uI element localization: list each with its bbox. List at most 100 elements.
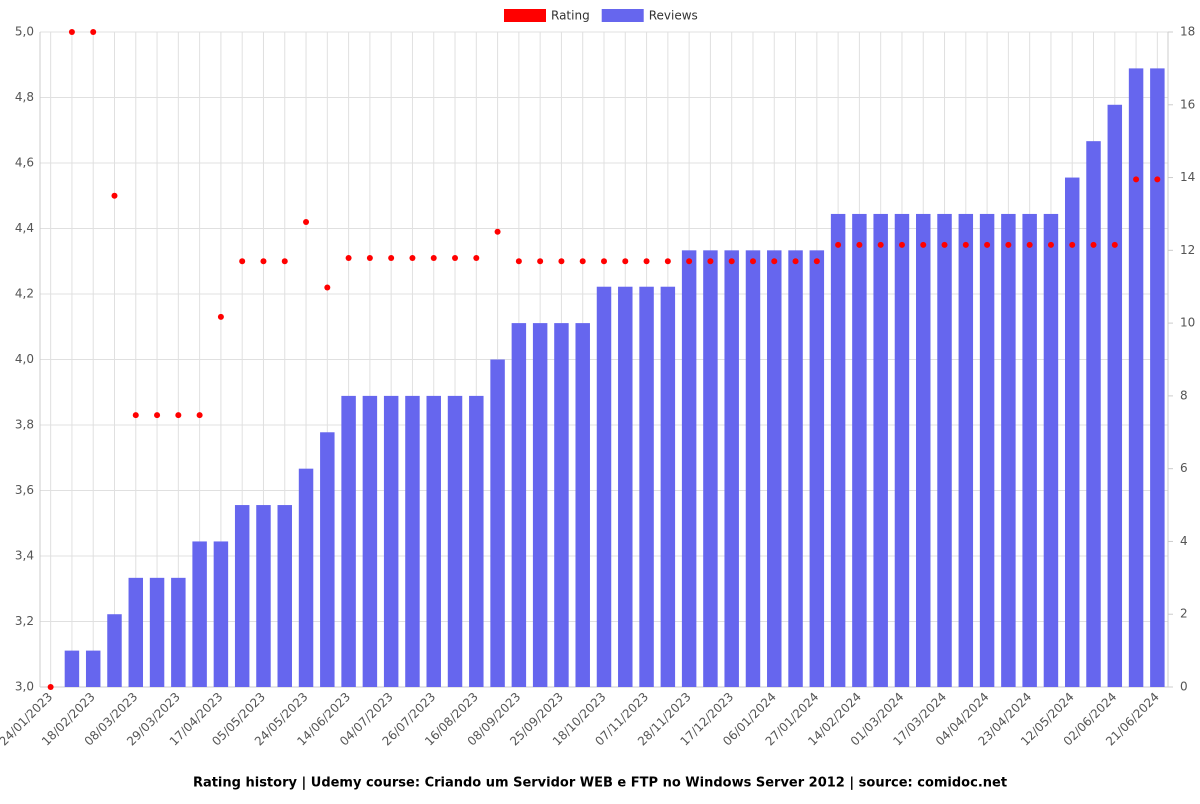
bar — [1022, 213, 1037, 687]
y-tick-label: 4,8 — [15, 90, 34, 104]
point — [664, 258, 671, 265]
bar — [660, 286, 676, 687]
point — [452, 254, 459, 261]
bar — [1128, 68, 1144, 687]
bar — [1043, 213, 1059, 687]
bar — [532, 323, 548, 687]
point — [728, 258, 735, 265]
bar — [128, 577, 144, 687]
legend-swatch — [601, 9, 644, 22]
bar — [830, 213, 846, 687]
point — [324, 284, 331, 291]
bar — [703, 250, 718, 688]
point — [388, 254, 395, 261]
bar — [320, 432, 335, 687]
bar — [724, 250, 739, 688]
point — [111, 192, 118, 199]
point — [622, 258, 629, 265]
y-tick-label: 4,6 — [15, 156, 34, 170]
y-tick-label: 3,8 — [15, 418, 34, 432]
point — [1047, 241, 1054, 248]
bar — [64, 650, 80, 687]
point — [643, 258, 650, 265]
point — [217, 313, 224, 320]
y2-tick-label: 4 — [1180, 534, 1188, 548]
y2-tick-label: 8 — [1180, 388, 1188, 402]
bar — [1150, 68, 1165, 687]
point — [601, 258, 607, 265]
point — [962, 241, 969, 248]
y2-tick-label: 2 — [1180, 607, 1188, 621]
point — [792, 258, 799, 265]
point — [1005, 241, 1012, 248]
point — [877, 241, 884, 248]
y-tick-label: 4,0 — [15, 352, 34, 366]
bar — [149, 577, 165, 687]
point — [366, 254, 373, 261]
point — [196, 412, 203, 419]
bar — [852, 213, 867, 687]
bar — [681, 250, 697, 688]
y-tick-label: 4,2 — [15, 287, 34, 301]
point — [1111, 241, 1118, 248]
bar — [1086, 141, 1101, 687]
point — [281, 258, 288, 265]
bar — [767, 250, 782, 688]
legend-label: Rating — [551, 9, 590, 23]
point — [1026, 241, 1033, 248]
point — [1090, 241, 1097, 248]
point — [579, 258, 586, 265]
y2-tick-label: 14 — [1180, 170, 1195, 184]
bar — [894, 213, 910, 687]
bar — [469, 395, 484, 687]
legend-swatch — [504, 9, 546, 22]
bar — [937, 213, 952, 687]
chart-title: Rating history | Udemy course: Criando u… — [193, 776, 1007, 791]
bar — [1107, 104, 1123, 688]
bar — [192, 541, 207, 687]
point — [707, 258, 714, 265]
bar — [341, 395, 356, 687]
point — [345, 254, 352, 261]
y-tick-label: 3,4 — [15, 549, 34, 563]
bar — [234, 505, 250, 687]
point — [835, 241, 842, 248]
bar — [745, 250, 761, 688]
bar — [426, 395, 441, 687]
bar — [554, 323, 569, 687]
y2-tick-label: 18 — [1180, 25, 1195, 39]
point — [920, 241, 927, 248]
point — [1154, 176, 1161, 183]
bar — [596, 286, 612, 687]
bar — [405, 395, 420, 687]
bar — [1064, 177, 1080, 688]
y2-tick-label: 16 — [1180, 97, 1195, 111]
point — [856, 241, 863, 248]
point — [260, 258, 267, 265]
point — [1069, 241, 1076, 248]
y2-tick-label: 0 — [1180, 680, 1188, 694]
bar — [873, 213, 888, 687]
point — [984, 241, 991, 248]
point — [515, 258, 522, 265]
y-tick-label: 3,2 — [15, 614, 34, 628]
y2-tick-label: 10 — [1180, 316, 1195, 330]
bar — [85, 650, 101, 687]
y-tick-label: 4,4 — [15, 221, 34, 235]
bar — [958, 213, 974, 687]
point — [303, 218, 310, 225]
bar — [256, 505, 271, 687]
point — [1133, 176, 1140, 183]
point — [941, 241, 948, 248]
bar — [511, 323, 527, 687]
y2-tick-label: 6 — [1180, 461, 1188, 475]
point — [813, 258, 820, 265]
point — [90, 29, 97, 35]
point — [749, 258, 756, 265]
point — [537, 258, 544, 265]
point — [47, 684, 54, 690]
y-tick-label: 3,6 — [15, 483, 34, 497]
point — [68, 29, 75, 35]
legend-label: Reviews — [649, 9, 698, 23]
